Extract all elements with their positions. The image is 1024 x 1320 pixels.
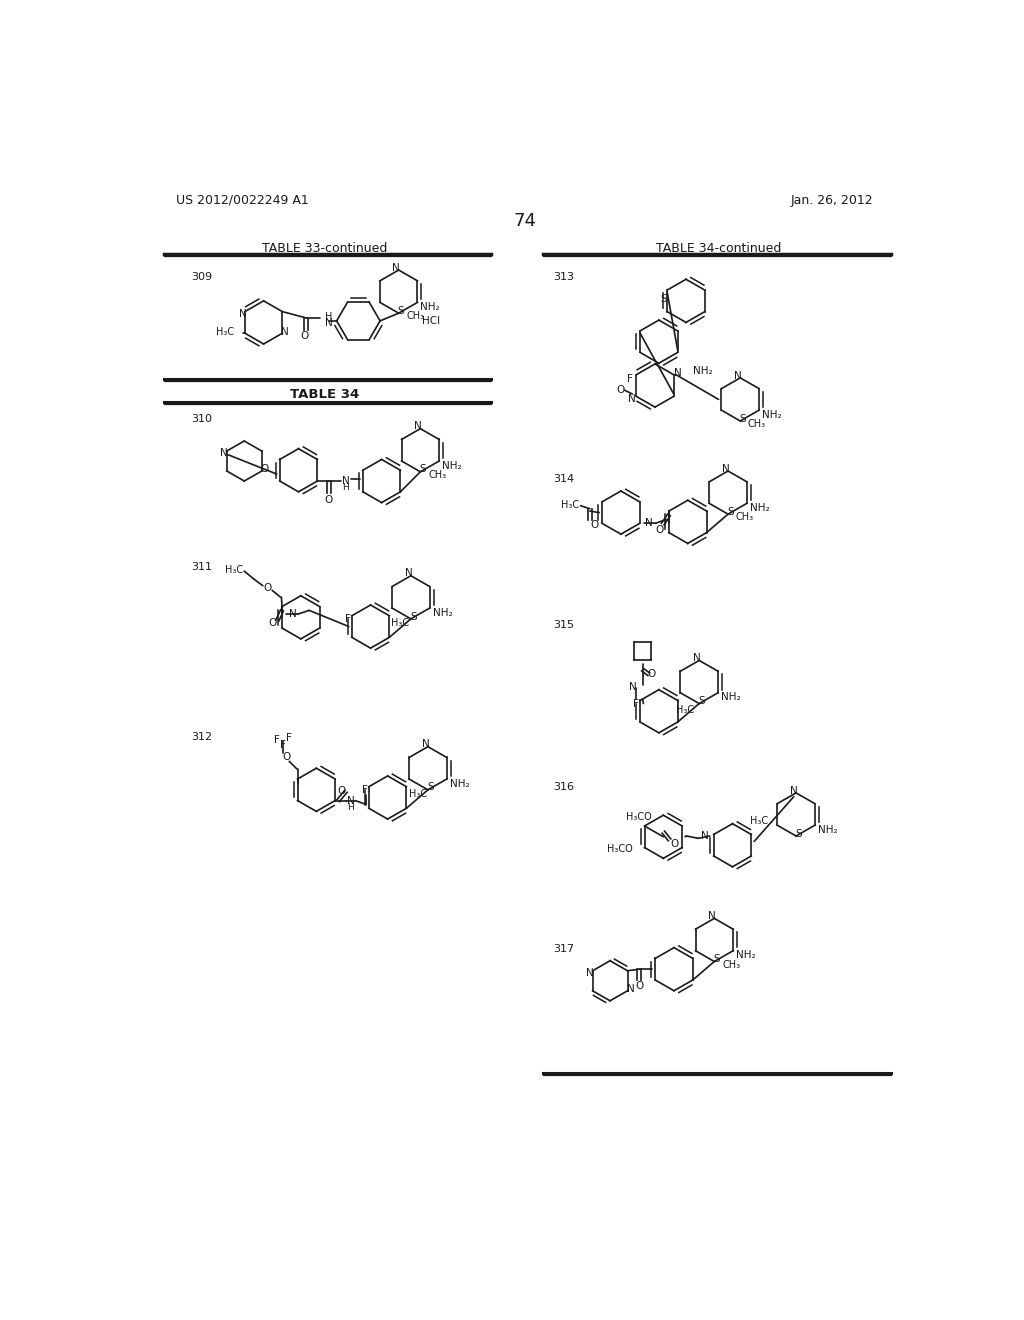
- Text: N: N: [325, 318, 333, 329]
- Text: H₃C: H₃C: [561, 500, 579, 510]
- Text: CH₃: CH₃: [736, 512, 754, 523]
- Text: 313: 313: [553, 272, 573, 282]
- Text: F: F: [362, 785, 368, 795]
- Text: N: N: [342, 477, 350, 486]
- Text: F: F: [633, 698, 639, 709]
- Text: TABLE 34: TABLE 34: [290, 388, 359, 401]
- Text: H₃C: H₃C: [224, 565, 243, 576]
- Text: O: O: [325, 495, 333, 504]
- Text: N: N: [700, 832, 709, 841]
- Text: H₃CO: H₃CO: [607, 843, 633, 854]
- Text: H₃C: H₃C: [750, 816, 768, 825]
- Text: H₃CO: H₃CO: [626, 812, 651, 822]
- Text: 74: 74: [513, 213, 537, 230]
- Text: NH₂: NH₂: [442, 461, 462, 471]
- Text: 312: 312: [191, 733, 213, 742]
- Text: NH₂: NH₂: [721, 693, 740, 702]
- Text: N: N: [414, 421, 422, 432]
- Text: N: N: [709, 911, 716, 921]
- Text: O: O: [283, 752, 291, 763]
- Text: O: O: [261, 465, 269, 474]
- Text: H₃C: H₃C: [676, 705, 694, 714]
- Text: N: N: [392, 263, 400, 273]
- Text: N: N: [630, 681, 637, 692]
- Text: 317: 317: [553, 944, 573, 954]
- Text: O: O: [648, 669, 656, 680]
- Text: O: O: [263, 583, 271, 593]
- Text: H: H: [325, 312, 333, 322]
- Text: 311: 311: [191, 562, 213, 572]
- Text: N: N: [586, 968, 593, 978]
- Text: CH₃: CH₃: [722, 960, 740, 970]
- Text: 310: 310: [191, 414, 213, 424]
- Text: H₃C: H₃C: [391, 619, 410, 628]
- Text: S: S: [427, 783, 433, 792]
- Text: O: O: [301, 331, 309, 342]
- Text: S: S: [727, 507, 733, 517]
- Text: H: H: [347, 803, 354, 812]
- Text: F: F: [280, 741, 286, 750]
- Text: NH₂: NH₂: [432, 607, 453, 618]
- Text: O: O: [635, 981, 643, 991]
- Text: S: S: [698, 696, 705, 706]
- Text: O: O: [655, 524, 664, 535]
- Text: N: N: [347, 796, 354, 805]
- Text: S: S: [410, 611, 417, 622]
- Text: S: S: [660, 294, 667, 305]
- Text: S: S: [739, 413, 745, 424]
- Text: NH₂: NH₂: [421, 302, 440, 312]
- Text: S: S: [795, 829, 802, 838]
- Text: 314: 314: [553, 474, 573, 484]
- Text: N: N: [422, 739, 429, 750]
- Text: N: N: [404, 569, 413, 578]
- Text: NH₂: NH₂: [750, 503, 769, 513]
- Text: N: N: [790, 785, 798, 796]
- Text: H: H: [343, 483, 349, 492]
- Text: N: N: [722, 463, 729, 474]
- Text: O: O: [337, 787, 345, 796]
- Text: TABLE 33-continued: TABLE 33-continued: [262, 242, 387, 255]
- Text: N: N: [239, 309, 247, 319]
- Text: 309: 309: [191, 272, 213, 282]
- Text: NH₂: NH₂: [736, 950, 756, 961]
- Text: NH₂: NH₂: [450, 779, 469, 788]
- Text: F: F: [627, 374, 633, 384]
- Text: 315: 315: [553, 620, 573, 631]
- Text: F: F: [273, 735, 280, 744]
- Text: O: O: [616, 385, 625, 395]
- Text: S: S: [714, 954, 720, 964]
- Text: N: N: [220, 449, 227, 458]
- Text: US 2012/0022249 A1: US 2012/0022249 A1: [176, 194, 309, 207]
- Text: H₃C: H₃C: [409, 789, 427, 800]
- Text: 316: 316: [553, 781, 573, 792]
- Text: TABLE 34-continued: TABLE 34-continued: [655, 242, 781, 255]
- Text: CH₃: CH₃: [428, 470, 446, 480]
- Text: NH₂: NH₂: [693, 366, 713, 376]
- Text: H₃C: H₃C: [216, 326, 233, 337]
- Text: N: N: [281, 326, 289, 337]
- Text: N: N: [734, 371, 741, 380]
- Text: N: N: [693, 653, 700, 663]
- Text: N: N: [629, 393, 636, 404]
- Text: CH₃: CH₃: [748, 418, 766, 429]
- Text: O: O: [670, 840, 678, 850]
- Text: S: S: [420, 465, 426, 474]
- Text: N: N: [289, 610, 297, 619]
- Text: N: N: [627, 985, 635, 994]
- Text: NH₂: NH₂: [818, 825, 838, 834]
- Text: O: O: [591, 520, 599, 529]
- Text: CH₃: CH₃: [407, 312, 425, 321]
- Text: Jan. 26, 2012: Jan. 26, 2012: [791, 194, 873, 207]
- Text: N: N: [674, 368, 682, 379]
- Text: N: N: [645, 519, 653, 528]
- Text: O: O: [268, 619, 276, 628]
- Text: NH₂: NH₂: [762, 409, 781, 420]
- Text: S: S: [397, 306, 404, 315]
- Text: F: F: [345, 614, 351, 624]
- Text: F: F: [287, 733, 292, 743]
- Text: HCl: HCl: [422, 315, 440, 326]
